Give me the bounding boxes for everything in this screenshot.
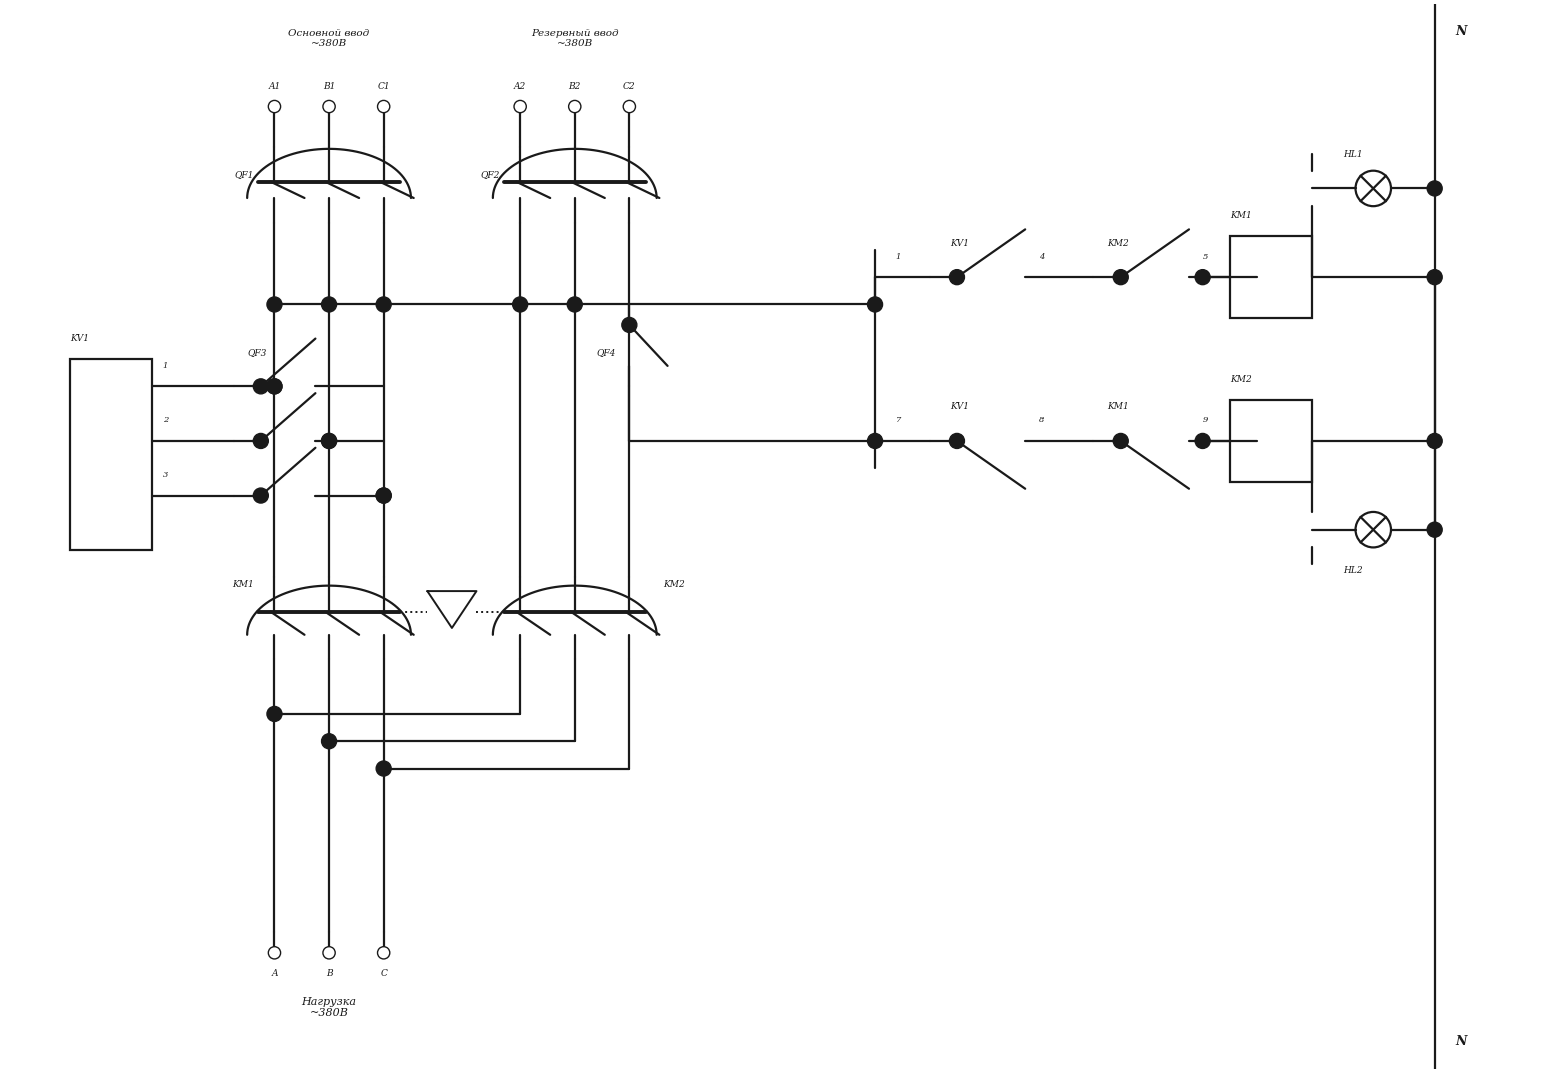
Circle shape — [253, 433, 268, 449]
Text: B1: B1 — [323, 82, 335, 90]
Text: A1: A1 — [268, 82, 281, 90]
Circle shape — [321, 297, 337, 312]
Text: QF4: QF4 — [597, 348, 616, 356]
Circle shape — [321, 734, 337, 749]
Text: KM1: KM1 — [232, 579, 254, 589]
Circle shape — [267, 379, 282, 394]
Text: KV1: KV1 — [949, 238, 970, 248]
Circle shape — [1426, 433, 1442, 449]
Text: HL2: HL2 — [1342, 567, 1363, 575]
Text: Нагрузка
~380В: Нагрузка ~380В — [301, 997, 357, 1018]
Circle shape — [867, 433, 882, 449]
Bar — [1230, 400, 1311, 482]
Text: QF3: QF3 — [248, 348, 267, 356]
Text: HL1: HL1 — [1342, 150, 1363, 159]
Circle shape — [253, 488, 268, 503]
Text: A: A — [271, 969, 278, 978]
Text: 4: 4 — [1038, 252, 1045, 261]
Text: KM2: KM2 — [664, 579, 686, 589]
Text: 5: 5 — [1202, 252, 1208, 261]
Circle shape — [267, 297, 282, 312]
Circle shape — [321, 433, 337, 449]
Circle shape — [1113, 269, 1129, 284]
Circle shape — [1113, 433, 1129, 449]
Circle shape — [1426, 523, 1442, 538]
Text: KM2: KM2 — [1230, 376, 1252, 384]
Circle shape — [376, 761, 391, 776]
Text: N: N — [1455, 1035, 1467, 1048]
Text: B2: B2 — [569, 82, 582, 90]
Text: 1: 1 — [895, 252, 901, 261]
Text: A2: A2 — [514, 82, 527, 90]
Circle shape — [253, 379, 268, 394]
Text: 3: 3 — [162, 471, 168, 479]
Bar — [70, 359, 151, 550]
Circle shape — [376, 488, 391, 503]
Text: KV1: KV1 — [70, 334, 89, 343]
Text: Резервный ввод
~380В: Резервный ввод ~380В — [532, 29, 619, 48]
Circle shape — [267, 379, 282, 394]
Circle shape — [1426, 269, 1442, 284]
Circle shape — [376, 297, 391, 312]
Text: Основной ввод
~380В: Основной ввод ~380В — [288, 29, 369, 48]
Text: 8: 8 — [1038, 416, 1045, 425]
Circle shape — [949, 269, 965, 284]
Circle shape — [567, 297, 582, 312]
Circle shape — [949, 433, 965, 449]
Text: KM2: KM2 — [1107, 238, 1129, 248]
Circle shape — [267, 706, 282, 721]
Circle shape — [867, 297, 882, 312]
Text: KM1: KM1 — [1230, 211, 1252, 220]
Circle shape — [513, 297, 527, 312]
Text: B: B — [326, 969, 332, 978]
Text: 1: 1 — [162, 362, 168, 370]
Text: QF2: QF2 — [480, 171, 500, 179]
Circle shape — [1196, 433, 1210, 449]
Circle shape — [1426, 181, 1442, 196]
Text: C1: C1 — [377, 82, 390, 90]
Circle shape — [622, 318, 638, 333]
Text: 2: 2 — [162, 416, 168, 425]
Text: C: C — [380, 969, 387, 978]
Text: 7: 7 — [895, 416, 901, 425]
Text: QF1: QF1 — [234, 171, 254, 179]
Text: C2: C2 — [624, 82, 636, 90]
Circle shape — [1196, 269, 1210, 284]
Circle shape — [321, 433, 337, 449]
Bar — [1230, 236, 1311, 318]
Text: 9: 9 — [1202, 416, 1208, 425]
Text: N: N — [1455, 25, 1467, 38]
Circle shape — [376, 488, 391, 503]
Text: KV1: KV1 — [949, 402, 970, 411]
Text: KM1: KM1 — [1107, 402, 1129, 411]
